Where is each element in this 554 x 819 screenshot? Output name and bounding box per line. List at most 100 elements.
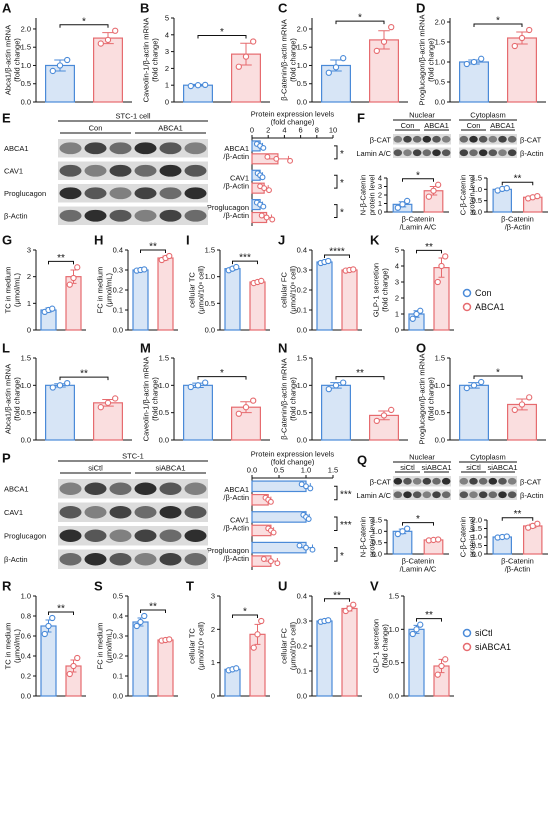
y-axis-label: protein level [368,174,377,215]
blot-band [59,142,82,155]
blot-band [488,477,498,485]
blot-band [432,491,441,499]
data-point [403,525,411,532]
category-label: /β-Actin [223,152,249,161]
row-label: ABCA1 [4,484,29,493]
data-point [394,530,401,538]
significance-bracket [334,547,338,562]
significance: ** [514,174,522,185]
data-point [266,187,272,194]
y-axis-label: Abca1/β-actin mRNA [4,364,13,434]
y-axis-label: β-Catenin/β-actin mRNA [280,19,289,101]
y-tick-label: 5 [165,14,169,23]
data-point [413,626,420,633]
row-label: β-CAT [370,477,392,486]
y-axis-label: TC in medium [4,267,13,314]
data-point [233,263,240,271]
row-label: Lamin A/C [356,491,391,500]
data-point [258,617,265,625]
category-label: ABCA1 [224,485,249,494]
data-point [263,214,270,221]
bar [459,61,490,103]
data-point [49,614,56,622]
y-axis-label: TC in medium [4,623,13,670]
y-tick-label: 0.4 [297,246,307,255]
y-tick-label: 0.5 [472,541,482,550]
bar [316,261,333,331]
data-point [417,621,424,628]
y-tick-label: 0.0 [297,692,307,701]
y-axis-label: Proglucagon/β-actin mRNA [418,14,427,105]
x-tick-label: 2 [266,126,270,135]
data-point [41,630,48,638]
legend-marker [462,628,472,638]
y-tick-label: 0.0 [472,550,482,559]
x-tick-label: 10 [329,126,337,135]
row-label: β-CAT [520,135,542,144]
y-tick-label: 1.0 [159,381,169,390]
data-point [511,406,518,414]
group-label: siABCA1 [155,464,185,473]
blot-band [412,149,422,157]
y-tick-label: 0.3 [113,632,123,641]
y-axis-label: Abca1/β-actin mRNA [4,25,13,95]
panel-letter: U [278,579,287,594]
x-tick-label: 0 [250,126,254,135]
blot-band [507,149,517,157]
x-tick-label: 1.5 [328,466,338,475]
data-point [409,315,416,322]
significance: *** [340,490,352,501]
category-label: CAV1 [230,174,249,183]
y-axis-label: GLP-1 secretion [372,263,381,317]
data-point [478,55,485,62]
significance-bracket [334,174,338,189]
blot-band [441,135,451,143]
blot-band [488,491,498,499]
data-point [526,26,533,34]
significance-bracket [402,178,434,182]
group-label: siABCA1 [421,463,451,472]
bar [224,268,241,331]
data-point [438,662,445,670]
blot-band [159,164,182,177]
significance: ** [80,369,88,380]
row-label: Lamin A/C [356,149,391,158]
y-axis-label: C-β-Catenin [459,175,468,216]
data-point [260,144,267,151]
data-point [250,397,257,404]
bar [132,269,149,331]
y-axis-label: (μmol/mL) [13,273,22,307]
y-tick-label: 2.0 [472,516,482,525]
legend-label: siABCA1 [475,642,511,652]
y-tick-label: 1.0 [472,185,482,194]
significance: ** [514,509,522,520]
data-point [269,216,276,223]
panel-letter: V [370,579,379,594]
significance-bracket [501,181,534,186]
data-point [258,212,265,219]
bar [408,628,425,697]
data-point [526,394,533,401]
blot-band [412,477,422,485]
blot-band [498,135,507,143]
data-point [388,23,395,31]
y-axis-label: protein level [368,516,377,557]
y-axis-label: (fold change) [381,268,390,312]
data-point [267,558,274,565]
group-label: Con [467,121,481,130]
y-tick-label: 0.0 [472,208,482,217]
data-point [325,257,332,265]
category-label: /β-Actin [223,182,249,191]
row-label: β-CAT [370,135,392,144]
blot-band [422,135,432,143]
y-axis-label: (μmol/10⁶ cell) [289,265,298,314]
y-axis-label: (fold change) [427,377,436,421]
blot-band [441,149,451,157]
y-tick-label: 1.5 [21,354,31,363]
data-point [388,406,395,414]
y-tick-label: 1.5 [21,43,31,52]
blot-band [59,209,82,222]
significance-bracket [402,522,434,526]
x-axis-label: /Lamin A/C [400,565,437,574]
y-axis-label: cellular TC [188,272,197,308]
